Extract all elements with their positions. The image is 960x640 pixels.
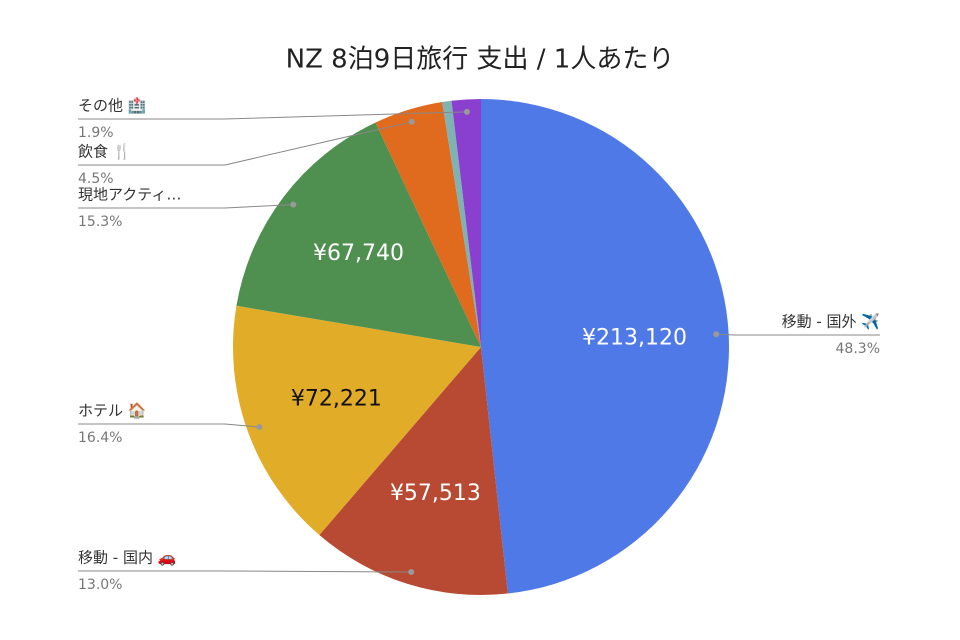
legend-label: その他 🏥 xyxy=(78,97,146,115)
pie-slice xyxy=(442,100,481,348)
leader-line xyxy=(78,121,412,166)
legend-label: ホテル 🏠 xyxy=(78,402,146,420)
percent-label: 1.9% xyxy=(78,125,114,141)
leader-dot xyxy=(463,108,470,115)
value-label: ¥67,740 xyxy=(313,241,404,266)
legend-label: 移動 - 国内 🚗 xyxy=(78,549,176,567)
pie-slice xyxy=(451,99,481,347)
legend-label: 現地アクティ… xyxy=(78,186,181,204)
leader-dot xyxy=(408,569,415,576)
leader-dot xyxy=(713,331,720,338)
percent-label: 4.5% xyxy=(78,171,114,187)
leader-line xyxy=(78,423,260,428)
pie-slice xyxy=(232,305,481,536)
leader-line xyxy=(78,204,294,209)
leader-dot xyxy=(290,201,297,208)
leader-dot xyxy=(408,118,415,125)
leader-dot xyxy=(256,424,263,431)
pie-slice xyxy=(481,99,729,594)
percent-label: 13.0% xyxy=(78,577,122,593)
pie-slice xyxy=(375,102,481,348)
leader-line xyxy=(716,333,880,336)
value-label: ¥72,221 xyxy=(291,386,382,411)
chart-title: NZ 8泊9日旅行 支出 / 1人あたり xyxy=(286,45,675,75)
legend-label: 飲食 🍴 xyxy=(78,143,131,161)
percent-label: 15.3% xyxy=(78,214,122,230)
legend-label: 移動 - 国外 ✈️ xyxy=(782,312,881,331)
value-label: ¥213,120 xyxy=(582,326,687,351)
pie-slice xyxy=(319,347,508,595)
percent-label: 48.3% xyxy=(836,341,880,357)
pie-slice xyxy=(236,122,481,347)
leader-line xyxy=(78,570,412,573)
value-label: ¥57,513 xyxy=(390,481,481,506)
percent-label: 16.4% xyxy=(78,430,122,446)
leader-line xyxy=(78,111,467,120)
